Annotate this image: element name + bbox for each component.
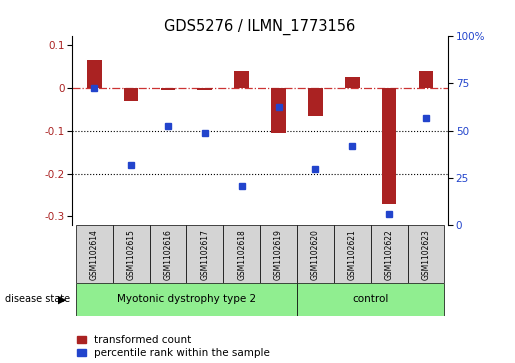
Text: GSM1102619: GSM1102619 [274,229,283,280]
Bar [308,88,323,116]
Bar [76,225,113,283]
Text: GSM1102623: GSM1102623 [421,229,431,280]
Bar [371,225,407,283]
Bar [297,225,334,283]
Text: control: control [352,294,389,305]
Bar [419,71,433,88]
Text: Myotonic dystrophy type 2: Myotonic dystrophy type 2 [117,294,256,305]
Bar [124,88,139,101]
Bar [186,225,223,283]
Bar [345,77,359,88]
Bar [271,88,286,133]
Text: GSM1102617: GSM1102617 [200,229,209,280]
Bar [113,225,149,283]
Text: GSM1102620: GSM1102620 [311,229,320,280]
Bar [149,225,186,283]
Title: GDS5276 / ILMN_1773156: GDS5276 / ILMN_1773156 [164,19,356,35]
Bar [161,88,175,90]
Legend: transformed count, percentile rank within the sample: transformed count, percentile rank withi… [77,335,270,358]
Text: GSM1102621: GSM1102621 [348,229,357,280]
Bar [407,225,444,283]
Bar [382,88,397,204]
Text: GSM1102622: GSM1102622 [385,229,393,280]
Text: GSM1102618: GSM1102618 [237,229,246,280]
Text: disease state: disease state [5,294,70,305]
Bar [223,225,260,283]
Bar [260,225,297,283]
Text: ▶: ▶ [58,294,66,305]
Text: GSM1102615: GSM1102615 [127,229,135,280]
Text: GSM1102616: GSM1102616 [163,229,173,280]
Text: GSM1102614: GSM1102614 [90,229,99,280]
Bar [87,60,101,88]
Bar [334,225,371,283]
Bar [197,88,212,90]
Bar [297,283,444,316]
Bar [76,283,297,316]
Bar [234,72,249,88]
